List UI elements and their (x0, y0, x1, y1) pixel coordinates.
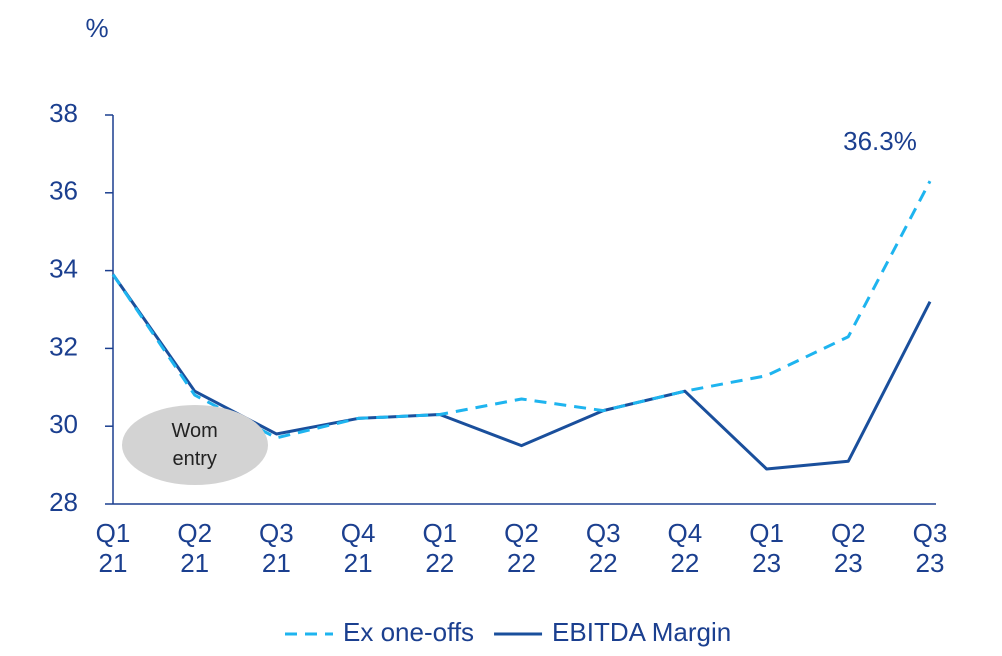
y-tick-label: 36 (49, 176, 78, 206)
y-tick-label: 28 (49, 487, 78, 517)
annotation: Wom entry (121, 405, 268, 485)
x-tick-label: Q4 22 (667, 518, 703, 578)
x-tick-label: Q2 21 (177, 518, 213, 578)
x-tick-label: Q1 21 (95, 518, 131, 578)
y-tick-label: 30 (49, 409, 78, 439)
x-tick-label: Q2 23 (830, 518, 866, 578)
y-tick-label: 32 (49, 331, 78, 361)
data-label: 36.3% (843, 126, 917, 156)
y-tick-label: 34 (49, 253, 78, 283)
x-tick-label: Q2 22 (504, 518, 539, 578)
y-axis-label: % (85, 13, 108, 43)
x-tick-label: Q4 21 (340, 518, 376, 578)
x-tick-label: Q1 23 (749, 518, 784, 578)
y-tick-label: 38 (49, 98, 78, 128)
series-line (111, 180, 932, 440)
x-tick-label: Q1 22 (422, 518, 458, 578)
x-tick-label: Q3 22 (585, 518, 621, 578)
x-tick-label: Q3 21 (259, 518, 294, 578)
x-tick-label: Q3 23 (912, 518, 948, 578)
legend-label: EBITDA Margin (552, 617, 731, 647)
legend-label: Ex one-offs (343, 617, 474, 647)
